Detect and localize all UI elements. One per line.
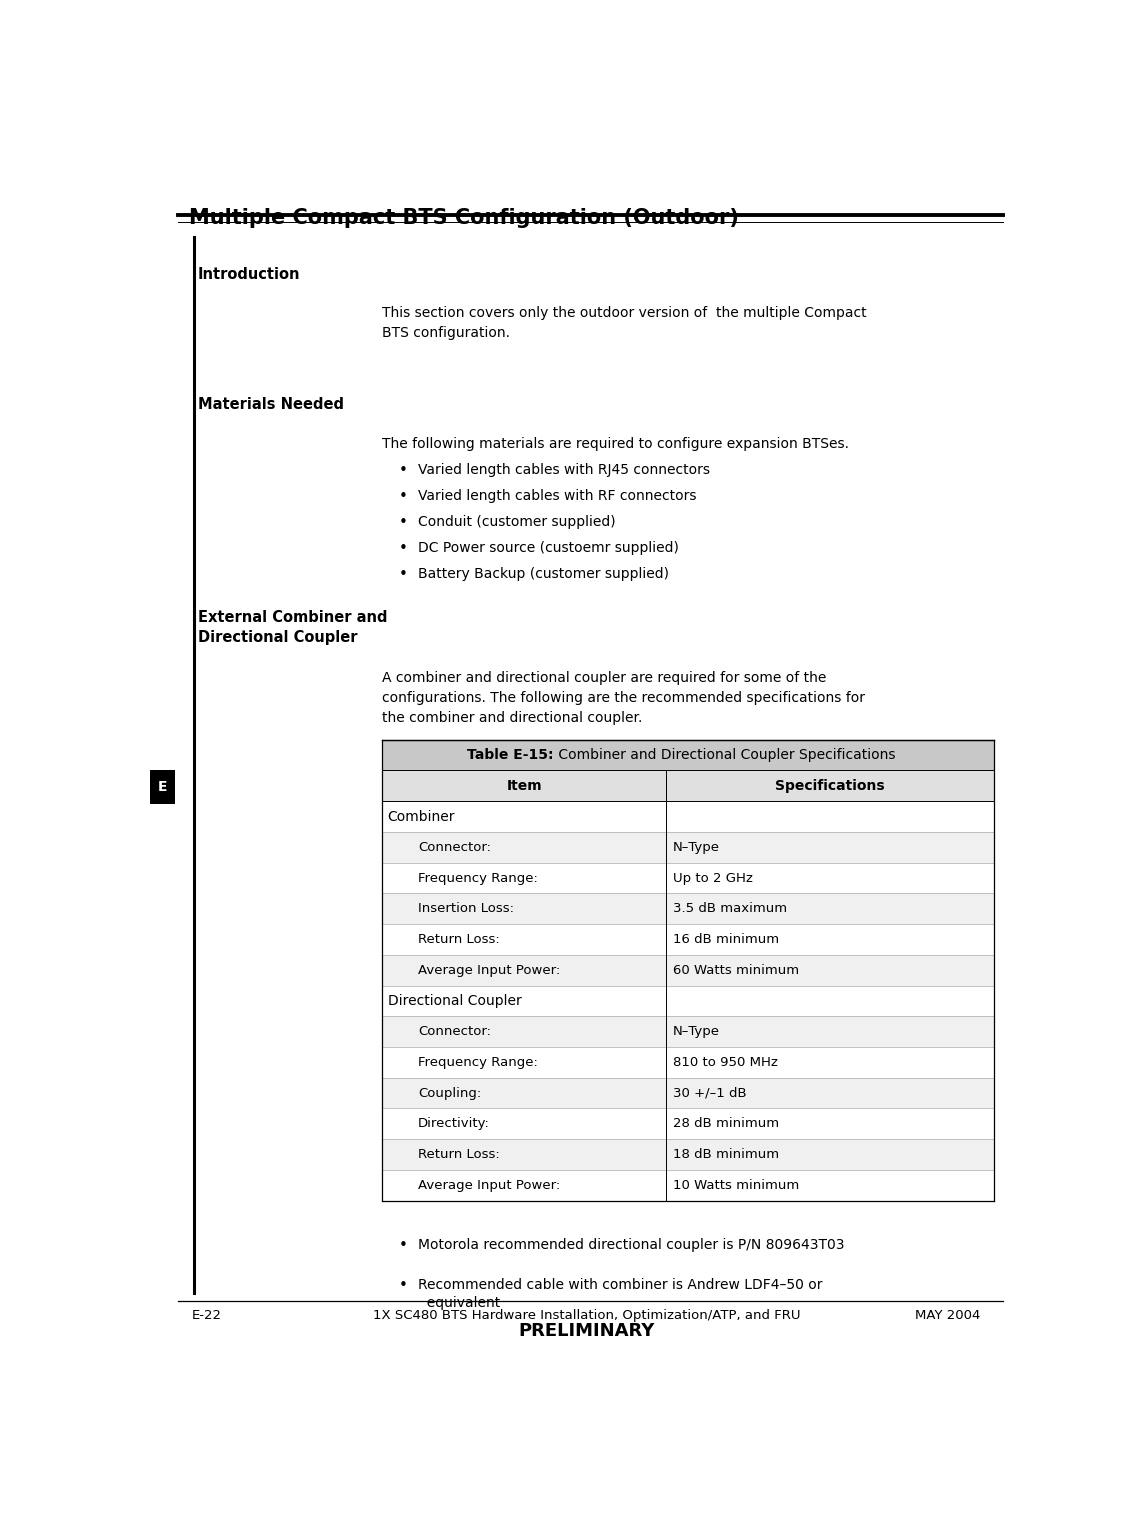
- Text: Item: Item: [507, 778, 542, 792]
- Text: Recommended cable with combiner is Andrew LDF4–50 or
  equivalent: Recommended cable with combiner is Andre…: [418, 1277, 823, 1309]
- Text: Multiple Compact BTS Configuration (Outdoor): Multiple Compact BTS Configuration (Outd…: [189, 209, 739, 229]
- Text: •: •: [398, 1277, 407, 1292]
- Text: 810 to 950 MHz: 810 to 950 MHz: [673, 1056, 778, 1068]
- Text: Coupling:: Coupling:: [418, 1087, 482, 1099]
- Text: Up to 2 GHz: Up to 2 GHz: [673, 872, 753, 884]
- Text: 18 dB minimum: 18 dB minimum: [673, 1148, 779, 1160]
- Text: Frequency Range:: Frequency Range:: [418, 872, 538, 884]
- Text: 28 dB minimum: 28 dB minimum: [673, 1117, 779, 1130]
- Text: This section covers only the outdoor version of  the multiple Compact
BTS config: This section covers only the outdoor ver…: [382, 305, 867, 339]
- Text: MAY 2004: MAY 2004: [915, 1309, 980, 1322]
- Text: Varied length cables with RF connectors: Varied length cables with RF connectors: [418, 490, 697, 503]
- Text: Varied length cables with RJ45 connectors: Varied length cables with RJ45 connector…: [418, 464, 709, 477]
- Bar: [382, 740, 994, 771]
- Text: Insertion Loss:: Insertion Loss:: [418, 903, 514, 915]
- Text: The following materials are required to configure expansion BTSes.: The following materials are required to …: [382, 437, 849, 451]
- Text: N–Type: N–Type: [673, 1025, 721, 1038]
- Bar: [382, 924, 994, 955]
- Text: •: •: [398, 464, 407, 477]
- Text: •: •: [398, 1239, 407, 1254]
- Text: Table E-15:: Table E-15:: [467, 748, 554, 761]
- Text: E-22: E-22: [192, 1309, 222, 1322]
- Text: •: •: [398, 516, 407, 530]
- Text: •: •: [398, 566, 407, 582]
- Bar: [382, 1170, 994, 1200]
- Text: A combiner and directional coupler are required for some of the
configurations. : A combiner and directional coupler are r…: [382, 671, 865, 725]
- Text: 3.5 dB maximum: 3.5 dB maximum: [673, 903, 787, 915]
- Bar: [150, 771, 175, 803]
- Text: Connector:: Connector:: [418, 841, 491, 853]
- Text: Battery Backup (customer supplied): Battery Backup (customer supplied): [418, 566, 669, 582]
- Text: Return Loss:: Return Loss:: [418, 1148, 500, 1160]
- Text: E: E: [158, 780, 167, 794]
- Bar: [382, 771, 994, 801]
- Bar: [382, 801, 994, 832]
- Text: DC Power source (custoemr supplied): DC Power source (custoemr supplied): [418, 542, 678, 556]
- Text: Materials Needed: Materials Needed: [198, 398, 344, 411]
- Text: Average Input Power:: Average Input Power:: [418, 1179, 561, 1191]
- Bar: [382, 893, 994, 924]
- Text: Frequency Range:: Frequency Range:: [418, 1056, 538, 1068]
- Text: Return Loss:: Return Loss:: [418, 933, 500, 946]
- Text: 10 Watts minimum: 10 Watts minimum: [673, 1179, 800, 1191]
- Bar: [382, 1108, 994, 1139]
- Text: •: •: [398, 542, 407, 556]
- Text: •: •: [398, 490, 407, 503]
- Bar: [382, 1047, 994, 1078]
- Text: Specifications: Specifications: [776, 778, 885, 792]
- Text: Directional Coupler: Directional Coupler: [388, 995, 522, 1008]
- Text: 1X SC480 BTS Hardware Installation, Optimization/ATP, and FRU: 1X SC480 BTS Hardware Installation, Opti…: [373, 1309, 800, 1322]
- Bar: [382, 863, 994, 893]
- Text: Introduction: Introduction: [198, 267, 301, 282]
- Text: 30 +/–1 dB: 30 +/–1 dB: [673, 1087, 747, 1099]
- Text: Combiner: Combiner: [388, 809, 455, 824]
- Bar: [382, 832, 994, 863]
- Bar: [382, 1139, 994, 1170]
- Text: PRELIMINARY: PRELIMINARY: [518, 1322, 654, 1340]
- Text: Conduit (customer supplied): Conduit (customer supplied): [418, 516, 615, 530]
- Text: Average Input Power:: Average Input Power:: [418, 964, 561, 976]
- Text: Connector:: Connector:: [418, 1025, 491, 1038]
- Text: External Combiner and
Directional Coupler: External Combiner and Directional Couple…: [198, 609, 388, 645]
- Bar: [382, 1016, 994, 1047]
- Bar: [382, 955, 994, 985]
- Bar: [382, 985, 994, 1016]
- Text: Directivity:: Directivity:: [418, 1117, 490, 1130]
- Text: Motorola recommended directional coupler is P/N 809643T03: Motorola recommended directional coupler…: [418, 1239, 844, 1253]
- Text: Combiner and Directional Coupler Specifications: Combiner and Directional Coupler Specifi…: [554, 748, 895, 761]
- Text: 16 dB minimum: 16 dB minimum: [673, 933, 779, 946]
- Bar: [382, 1078, 994, 1108]
- Text: 60 Watts minimum: 60 Watts minimum: [673, 964, 800, 976]
- Text: N–Type: N–Type: [673, 841, 721, 853]
